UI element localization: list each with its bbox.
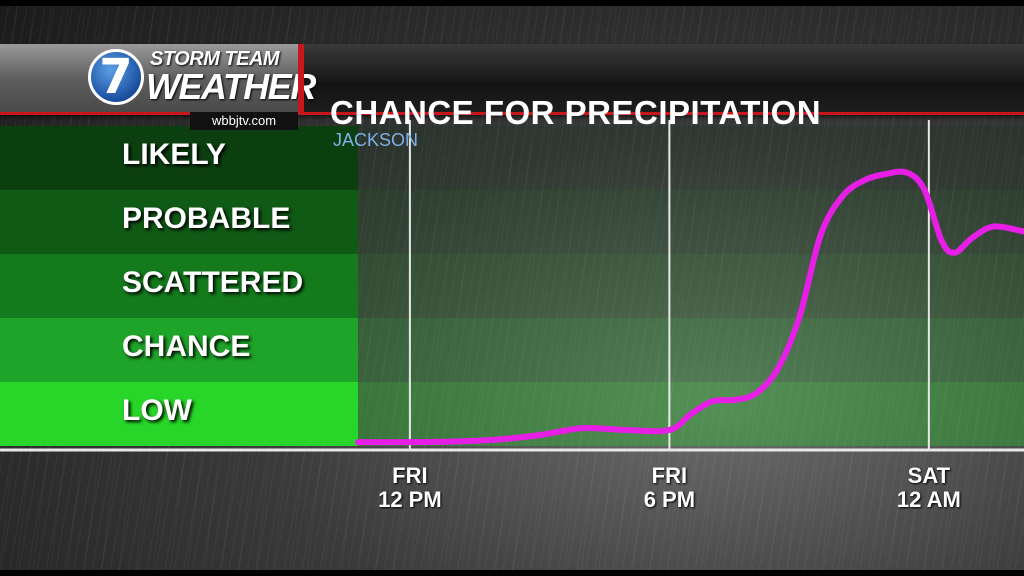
x-tick-label-2: SAT 12 AM bbox=[869, 464, 989, 512]
logo-storm-team: STORM TEAM bbox=[150, 48, 280, 70]
x-tick-time: 12 PM bbox=[378, 487, 442, 512]
x-tick-day: FRI bbox=[392, 463, 428, 488]
bottom-letterbox bbox=[0, 570, 1024, 576]
band-likely: LIKELY bbox=[0, 126, 358, 190]
top-letterbox bbox=[0, 0, 1024, 6]
band-label-low: LOW bbox=[122, 394, 192, 427]
logo-seven-icon: 7 bbox=[88, 49, 144, 105]
x-tick-day: SAT bbox=[907, 463, 951, 488]
band-low: LOW bbox=[0, 382, 358, 446]
band-label-scattered: SCATTERED bbox=[122, 266, 304, 299]
station-logo: 7 STORM TEAM WEATHER bbox=[0, 44, 316, 112]
plot-band-scattered bbox=[358, 254, 1024, 318]
x-tick-time: 12 AM bbox=[896, 487, 961, 512]
band-chance: CHANCE bbox=[0, 318, 358, 382]
x-tick-label-1: FRI 6 PM bbox=[609, 464, 729, 512]
x-tick-label-0: FRI 12 PM bbox=[350, 464, 470, 512]
band-label-probable: PROBABLE bbox=[122, 202, 291, 235]
band-scattered: SCATTERED bbox=[0, 254, 358, 318]
chart-subtitle: JACKSON bbox=[333, 130, 419, 150]
x-tick-day: FRI bbox=[651, 463, 688, 488]
x-tick-time: 6 PM bbox=[643, 487, 696, 512]
band-label-chance: CHANCE bbox=[122, 330, 251, 363]
site-url: wbbjtv.com bbox=[190, 112, 298, 130]
header-bar: 7 STORM TEAM WEATHER CHANCE FOR PRECIPIT… bbox=[0, 44, 1024, 150]
plot-band-chance bbox=[358, 318, 1024, 382]
precip-chance-line bbox=[355, 168, 1024, 446]
band-probable: PROBABLE bbox=[0, 190, 358, 254]
chart-title: CHANCE FOR PRECIPITATION bbox=[330, 94, 822, 131]
band-label-likely: LIKELY bbox=[122, 138, 226, 171]
plot-band-probable bbox=[358, 190, 1024, 254]
logo-weather: WEATHER bbox=[146, 66, 316, 107]
